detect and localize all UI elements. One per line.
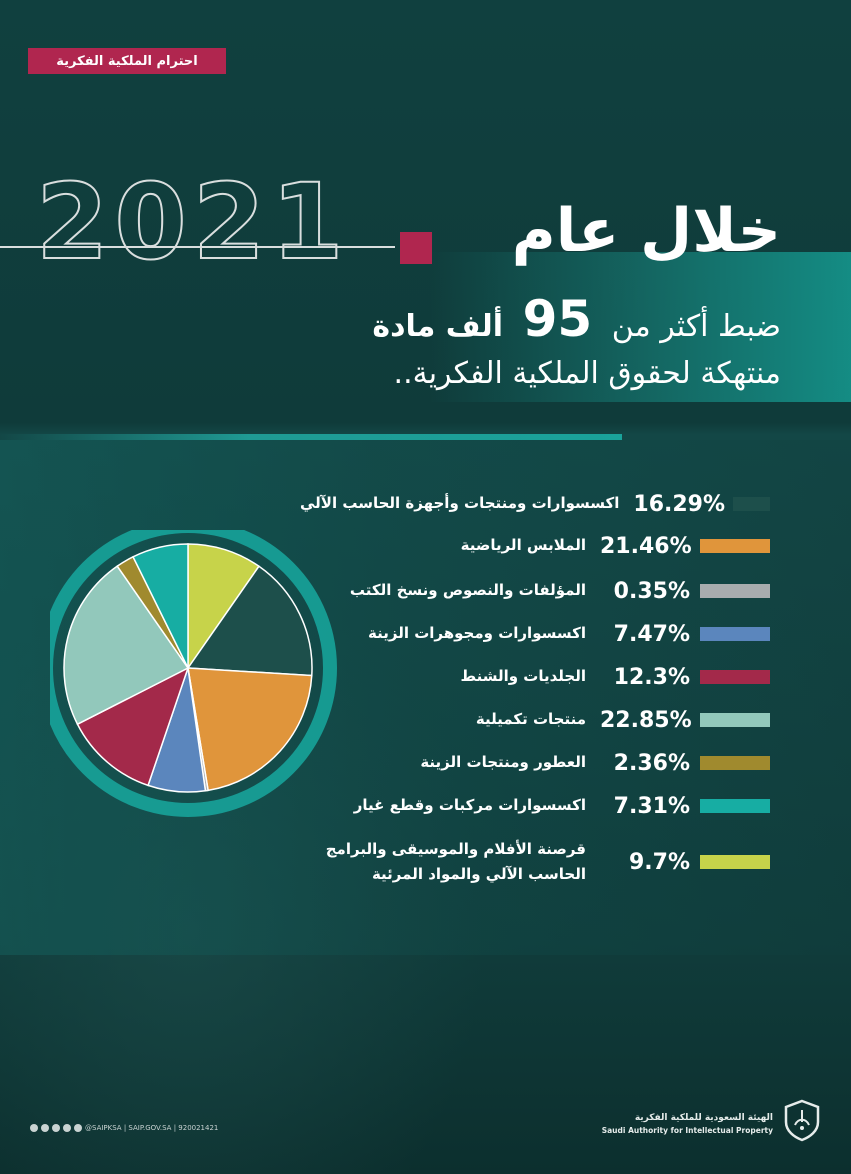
subtitle-line-1: ضبط أكثر من 95 ألف مادة: [372, 290, 781, 348]
legend-label-line: منتجات تكميلية: [475, 710, 586, 729]
panel-top-line: [0, 434, 622, 440]
accent-square: [400, 232, 432, 264]
subtitle-post: ألف مادة: [372, 309, 504, 344]
legend-swatch: [700, 713, 770, 727]
social-icon[interactable]: [41, 1124, 49, 1132]
legend-item: قرصنة الأفلام والموسيقى والبرامج الحاسب ا…: [300, 832, 770, 892]
footer-social: @SAIPKSA | SAIP.GOV.SA | 920021421: [30, 1124, 218, 1132]
legend-value: 7.31%: [613, 793, 690, 819]
legend-label-line: اكسسوارات ومنتجات وأجهزة الحاسب الآلي: [300, 494, 620, 513]
legend-item: اكسسوارات ومنتجات وأجهزة الحاسب الآلي 16.…: [300, 486, 770, 522]
legend-label: الملابس الرياضية: [461, 533, 586, 559]
legend-swatch: [700, 855, 770, 869]
legend-label-line: قرصنة الأفلام والموسيقى والبرامج: [325, 839, 586, 858]
legend-swatch: [700, 539, 770, 553]
subtitle-number: 95: [522, 290, 593, 348]
legend-swatch: [700, 584, 770, 598]
legend-swatch: [700, 756, 770, 770]
legend-label: المؤلفات والنصوص ونسخ الكتب: [350, 578, 586, 604]
page-title: خلال عام: [511, 196, 781, 266]
legend-item: العطور ومنتجات الزينة 2.36%: [300, 745, 770, 781]
pie-slice: [187, 543, 260, 671]
legend-value: 22.85%: [600, 707, 692, 733]
pie-svg: [39, 519, 337, 817]
legend-item: منتجات تكميلية 22.85%: [300, 702, 770, 738]
legend-value: 9.7%: [628, 849, 690, 875]
saip-logo-icon: [784, 1099, 820, 1142]
legend-item: الجلديات والشنط 12.3%: [300, 659, 770, 695]
legend-value: 21.46%: [600, 533, 692, 559]
legend-item: اكسسوارات ومجوهرات الزينة 7.47%: [300, 616, 770, 652]
org-name: الهيئة السعودية للملكية الفكرية Saudi Au…: [602, 1113, 773, 1135]
legend-label: اكسسوارات ومجوهرات الزينة: [368, 621, 586, 647]
legend-swatch: [700, 627, 770, 641]
pie-slice: [186, 565, 313, 677]
legend-label: منتجات تكميلية: [476, 707, 586, 733]
legend-value: 7.47%: [613, 621, 690, 647]
subtitle-line-2: منتهكة لحقوق الملكية الفكرية..: [393, 356, 781, 391]
subtitle-pre: ضبط أكثر من: [611, 309, 781, 344]
legend-swatch: [700, 799, 770, 813]
legend-value: 0.35%: [613, 578, 690, 604]
legend-label: اكسسوارات ومنتجات وأجهزة الحاسب الآلي: [300, 491, 619, 517]
legend-item: اكسسوارات مركبات وقطع غيار 7.31%: [300, 788, 770, 824]
legend-label: اكسسوارات مركبات وقطع غيار: [354, 793, 586, 819]
legend-item: المؤلفات والنصوص ونسخ الكتب 0.35%: [300, 573, 770, 609]
legend-swatch: [700, 670, 770, 684]
legend-label-line: الملابس الرياضية: [460, 536, 586, 555]
year-outline: 2021: [35, 161, 350, 283]
legend-label: الجلديات والشنط: [461, 664, 586, 690]
legend-label: العطور ومنتجات الزينة: [420, 750, 586, 776]
social-icon[interactable]: [30, 1124, 38, 1132]
legend-swatch: [733, 497, 770, 511]
legend-value: 16.29%: [633, 491, 726, 517]
org-name-en: Saudi Authority for Intellectual Propert…: [601, 1126, 773, 1135]
header-accent-band: [430, 252, 851, 402]
year-underline: [0, 246, 395, 248]
social-icon[interactable]: [74, 1124, 82, 1132]
legend-item: الملابس الرياضية 21.46%: [300, 528, 770, 564]
campaign-tag: احترام الملكية الفكرية: [28, 48, 226, 74]
legend-value: 12.3%: [613, 664, 690, 690]
legend-label-line: الجلديات والشنط: [460, 667, 586, 686]
pie-slice: [76, 666, 190, 787]
org-name-ar: الهيئة السعودية للملكية الفكرية: [634, 1113, 773, 1123]
legend-label-line: العطور ومنتجات الزينة: [420, 753, 586, 772]
pie-slice: [63, 565, 190, 726]
legend-label-line: اكسسوارات مركبات وقطع غيار: [353, 796, 586, 815]
pie-chart: [39, 519, 340, 820]
social-icon[interactable]: [63, 1124, 71, 1132]
pie-slice: [132, 543, 189, 669]
legend-label-line: الحاسب الآلي والمواد المرئية: [371, 865, 586, 883]
pie-slice: [187, 667, 313, 792]
social-icon[interactable]: [52, 1124, 60, 1132]
footer-contacts: @SAIPKSA | SAIP.GOV.SA | 920021421: [85, 1124, 219, 1132]
legend-label-line: المؤلفات والنصوص ونسخ الكتب: [349, 581, 586, 600]
legend-value: 2.36%: [613, 750, 690, 776]
legend-label: قرصنة الأفلام والموسيقى والبرامج الحاسب ا…: [326, 837, 586, 888]
legend-label-line: اكسسوارات ومجوهرات الزينة: [368, 624, 586, 643]
